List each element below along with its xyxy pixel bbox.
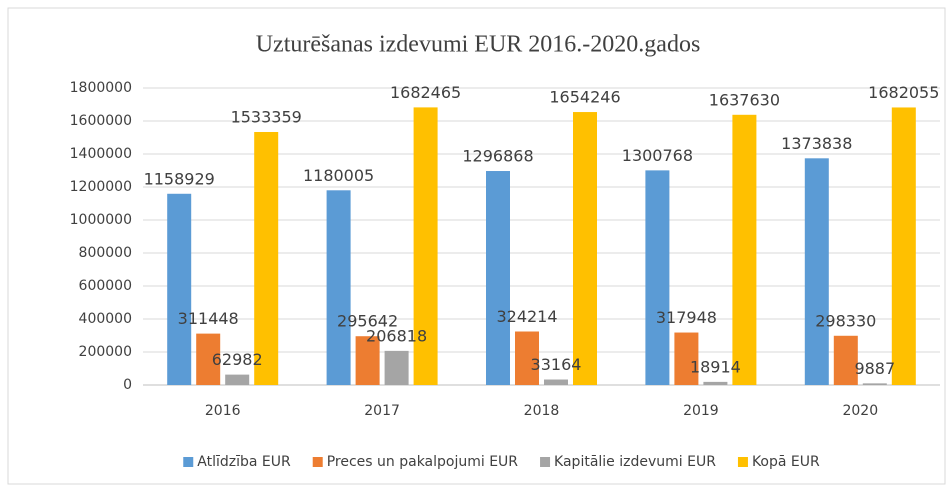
data-label: 62982 <box>212 350 263 369</box>
legend-label: Kopā EUR <box>752 454 820 470</box>
bar <box>862 383 887 385</box>
bar <box>413 107 438 385</box>
bar <box>167 193 192 385</box>
chart-title: Uzturēšanas izdevumi EUR 2016.-2020.gado… <box>256 32 701 58</box>
data-label: 1533359 <box>231 107 302 126</box>
y-tick-label: 600000 <box>79 278 132 294</box>
data-label: 9887 <box>854 359 895 378</box>
legend-label: Atlīdzība EUR <box>197 454 291 470</box>
data-label: 298330 <box>815 311 876 330</box>
data-label: 1637630 <box>709 90 780 109</box>
bar <box>326 190 351 385</box>
legend-label: Preces un pakalpojumi EUR <box>327 454 519 470</box>
y-tick-label: 1000000 <box>70 212 132 228</box>
y-tick-label: 800000 <box>79 245 132 261</box>
x-tick-label: 2016 <box>205 403 241 419</box>
bar <box>196 333 221 385</box>
x-tick-label: 2018 <box>524 403 560 419</box>
data-label: 324214 <box>496 307 557 326</box>
data-label: 1654246 <box>549 88 620 107</box>
bar <box>833 335 858 385</box>
bar <box>674 332 699 385</box>
data-label: 295642 <box>337 312 398 331</box>
legend-swatch <box>183 457 194 467</box>
data-label: 18914 <box>690 357 741 376</box>
data-label: 1296868 <box>462 147 533 166</box>
x-tick-label: 2020 <box>842 403 878 419</box>
legend-label: Kapitālie izdevumi EUR <box>554 454 716 470</box>
y-tick-label: 400000 <box>79 311 132 327</box>
data-label: 317948 <box>656 308 717 327</box>
y-tick-label: 1800000 <box>70 80 132 96</box>
bar <box>544 379 568 385</box>
bar <box>732 114 757 385</box>
data-label: 1158929 <box>144 169 215 188</box>
bar <box>703 381 728 385</box>
legend-swatch <box>737 457 748 467</box>
y-tick-label: 1600000 <box>70 113 132 129</box>
y-tick-label: 1200000 <box>70 179 132 195</box>
data-label: 1180005 <box>303 166 374 185</box>
bar <box>486 171 510 385</box>
bar <box>515 331 539 385</box>
bar <box>254 131 279 385</box>
bar <box>384 350 409 385</box>
data-label: 33164 <box>531 355 582 374</box>
data-label: 206818 <box>366 326 427 345</box>
data-label: 311448 <box>178 309 239 328</box>
data-label: 1682465 <box>390 83 461 102</box>
y-tick-label: 1400000 <box>70 146 132 162</box>
bar <box>804 158 829 385</box>
bar <box>573 112 597 385</box>
bar <box>355 336 380 385</box>
bar <box>645 170 670 385</box>
bar <box>891 107 916 385</box>
y-tick-label: 0 <box>123 377 132 393</box>
data-label: 1300768 <box>622 146 693 165</box>
data-label: 1373838 <box>781 134 852 153</box>
bar <box>225 374 250 385</box>
x-tick-label: 2019 <box>683 403 719 419</box>
data-label: 1682055 <box>868 83 939 102</box>
y-tick-label: 200000 <box>79 344 132 360</box>
legend-swatch <box>540 457 551 467</box>
chart-frame <box>7 7 946 485</box>
legend-swatch <box>312 457 323 467</box>
x-tick-label: 2017 <box>364 403 400 419</box>
